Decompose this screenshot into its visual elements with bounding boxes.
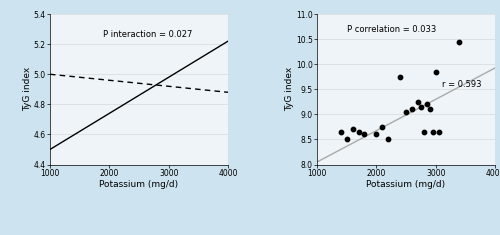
Observed cases	[402, 110, 410, 114]
Text: P interaction = 0.027: P interaction = 0.027	[104, 30, 193, 39]
Observed cases	[408, 107, 416, 111]
Text: r = 0.593: r = 0.593	[442, 80, 481, 89]
Observed cases	[456, 40, 464, 43]
Observed cases	[342, 137, 350, 141]
Observed cases	[354, 130, 362, 134]
Observed cases	[432, 70, 440, 74]
Y-axis label: TyG index: TyG index	[286, 67, 294, 111]
Observed cases	[348, 128, 356, 131]
Text: P correlation = 0.033: P correlation = 0.033	[346, 25, 436, 34]
X-axis label: Potassium (mg/d): Potassium (mg/d)	[366, 180, 446, 189]
Observed cases	[420, 130, 428, 134]
Observed cases	[336, 130, 344, 134]
Observed cases	[396, 75, 404, 79]
Observed cases	[428, 130, 436, 134]
Observed cases	[414, 100, 422, 104]
Observed cases	[426, 107, 434, 111]
Observed cases	[417, 105, 425, 109]
Observed cases	[360, 133, 368, 136]
Observed cases	[378, 125, 386, 129]
Observed cases	[423, 102, 431, 106]
Observed cases	[372, 133, 380, 136]
Observed cases	[434, 130, 442, 134]
Observed cases	[384, 137, 392, 141]
X-axis label: Potassium (mg/d): Potassium (mg/d)	[100, 180, 178, 189]
Y-axis label: TyG index: TyG index	[24, 67, 32, 111]
